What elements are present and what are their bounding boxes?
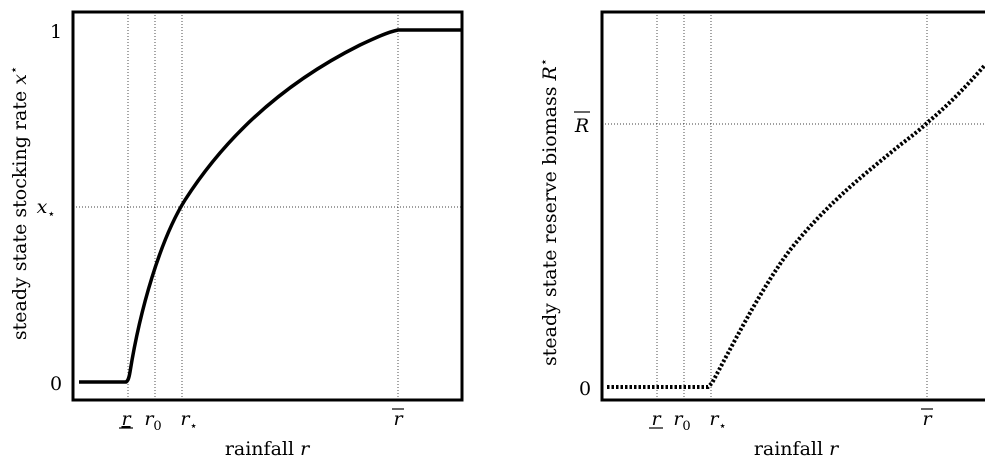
right-ylabel: steady state reserve biomass R⋆ [537, 58, 561, 366]
right-xtick-rbar: r [922, 408, 933, 430]
right-panel: 0 R r r0 r⋆ r rainfall r steady state re… [537, 10, 985, 460]
left-xtick-rbar: r [393, 408, 404, 430]
right-xlabel: rainfall r [754, 438, 840, 460]
left-ytick-1: 1 [50, 21, 62, 43]
left-plot-frame [71, 10, 464, 402]
left-xlabel: rainfall r [225, 438, 311, 460]
right-xtick-r-under: r [651, 408, 662, 430]
left-xtick-r-under: r [121, 408, 132, 430]
left-ytick-xstar: x⋆ [37, 196, 56, 222]
right-xtick-r0: r0 [673, 408, 690, 434]
left-panel: 0 x⋆ 1 r r0 r⋆ r rainfall r steady state… [7, 10, 464, 460]
right-ytick-rbar: R [574, 115, 589, 137]
left-xtick-rstar: r⋆ [180, 408, 197, 434]
right-grid [602, 12, 985, 400]
left-grid [73, 12, 462, 400]
left-ylabel: steady state stocking rate x⋆ [7, 66, 31, 340]
left-xtick-r0: r0 [144, 408, 161, 434]
right-ytick-0: 0 [579, 378, 591, 400]
right-series-line [607, 63, 985, 389]
left-series-line [79, 28, 462, 384]
right-plot-frame [600, 10, 985, 402]
left-ytick-0: 0 [50, 373, 62, 395]
right-xtick-rstar: r⋆ [709, 408, 726, 434]
